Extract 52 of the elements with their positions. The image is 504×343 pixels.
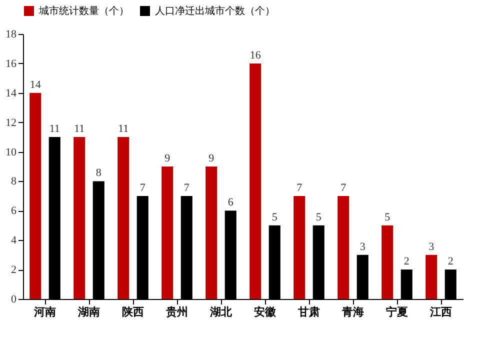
- bar: [74, 137, 86, 299]
- data-label: 16: [250, 49, 262, 62]
- y-tick-label: 16: [6, 58, 17, 70]
- data-label: 6: [228, 196, 234, 209]
- data-label: 2: [404, 256, 410, 268]
- x-tick-label: 安徽: [254, 306, 277, 318]
- x-tick-label: 陕西: [122, 306, 144, 318]
- data-label: 2: [448, 256, 454, 268]
- x-tick-label: 湖南: [77, 306, 100, 318]
- y-tick-label: 14: [6, 87, 17, 100]
- data-label: 3: [360, 240, 366, 253]
- data-label: 5: [384, 211, 391, 224]
- data-label: 3: [428, 240, 435, 253]
- data-label: 7: [184, 182, 190, 194]
- y-tick-label: 18: [6, 28, 17, 40]
- x-tick-label: 宁夏: [386, 306, 408, 318]
- bar: [426, 254, 438, 299]
- bar: [162, 166, 174, 299]
- x-tick-label: 湖北: [209, 306, 233, 318]
- bar: [338, 196, 350, 299]
- data-label: 7: [140, 182, 146, 194]
- data-label: 7: [296, 182, 303, 194]
- bar: [382, 225, 394, 299]
- data-label: 14: [30, 78, 42, 91]
- bar: [250, 63, 262, 299]
- data-label: 8: [96, 167, 102, 180]
- legend-label: 城市统计数量（个）: [38, 5, 129, 17]
- x-tick-label: 青海: [341, 306, 364, 318]
- bar: [118, 137, 130, 299]
- x-tick-label: 贵州: [165, 306, 188, 318]
- data-label: 9: [164, 152, 171, 164]
- legend-label: 人口净迁出城市个数（个）: [155, 5, 275, 17]
- x-tick-label: 江西: [429, 306, 452, 318]
- bar: [30, 92, 42, 299]
- y-tick-label: 6: [11, 205, 17, 218]
- data-label: 5: [316, 211, 322, 224]
- y-tick-label: 8: [11, 176, 17, 188]
- x-tick-label: 甘肃: [297, 306, 320, 318]
- bar: [206, 166, 218, 299]
- y-tick-label: 12: [6, 116, 16, 129]
- data-label: 7: [340, 182, 347, 194]
- x-tick-label: 河南: [33, 306, 56, 318]
- y-tick-label: 4: [11, 234, 17, 247]
- data-label: 11: [118, 123, 129, 136]
- y-tick-label: 0: [11, 294, 17, 306]
- data-label: 5: [272, 211, 278, 224]
- data-label: 11: [49, 123, 60, 136]
- y-tick-label: 2: [11, 264, 16, 276]
- y-tick-label: 10: [6, 146, 17, 158]
- data-label: 9: [208, 152, 215, 164]
- data-label: 11: [74, 123, 85, 136]
- bar: [294, 196, 306, 299]
